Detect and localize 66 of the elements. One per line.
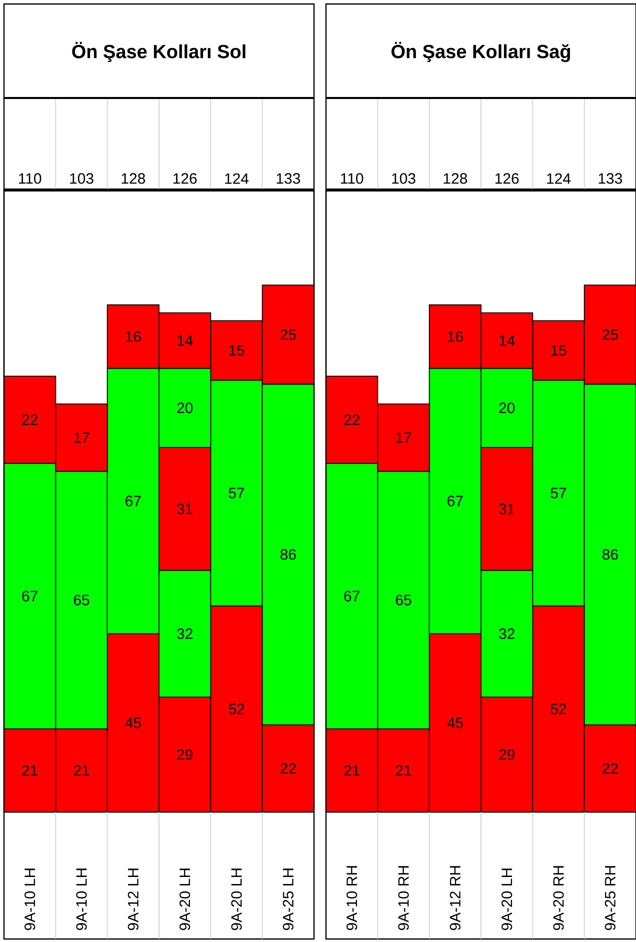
- text: 133: [276, 173, 300, 184]
- x-tick-label: 9A-20 LH: [180, 868, 190, 930]
- data-label: 52: [550, 704, 566, 714]
- data-label: 52: [228, 704, 244, 714]
- chart-title: Ön Şase Kolları Sol: [72, 42, 246, 62]
- text: 126: [173, 173, 197, 184]
- data-label: 65: [74, 594, 90, 606]
- text: 124: [547, 173, 571, 184]
- data-label: 57: [550, 488, 566, 498]
- x-tick-label: 9A-20 LH: [231, 868, 242, 930]
- data-label: 25: [280, 329, 296, 340]
- data-label: 45: [447, 718, 463, 728]
- x-tick-label: 9A-25 RH: [604, 866, 616, 930]
- data-label: 45: [125, 718, 141, 728]
- x-tick-label: 9A-10 LH: [24, 868, 36, 930]
- text: 128: [444, 173, 468, 184]
- data-label: 20: [499, 402, 515, 414]
- x-tick-label: 9A-10 RH: [398, 866, 409, 930]
- x-tick-label: 9A-10 RH: [346, 866, 358, 930]
- data-label: 15: [551, 345, 566, 356]
- data-label: 86: [280, 549, 296, 560]
- data-label: 32: [177, 628, 192, 640]
- data-label: 67: [448, 496, 463, 506]
- data-label: 22: [602, 763, 618, 774]
- data-label: 16: [126, 331, 141, 342]
- text: 110: [19, 173, 42, 184]
- data-label: 21: [22, 765, 38, 776]
- data-label: 15: [229, 345, 244, 356]
- data-label: 14: [178, 335, 193, 346]
- text: 103: [70, 173, 94, 184]
- x-tick-label: 9A-12 RH: [450, 866, 460, 930]
- data-label: 25: [602, 329, 618, 340]
- data-label: 22: [280, 763, 296, 774]
- x-tick-label: 9A-20 LH: [502, 868, 512, 930]
- data-label: 67: [126, 496, 141, 506]
- data-label: 31: [177, 504, 192, 514]
- data-label: 22: [22, 414, 38, 426]
- data-label: 14: [500, 335, 515, 346]
- x-tick-label: 9A-25 LH: [282, 868, 294, 930]
- text: 126: [495, 173, 519, 184]
- text: 124: [225, 173, 249, 184]
- data-label: 67: [344, 590, 360, 602]
- data-label: 21: [344, 765, 360, 776]
- data-label: 65: [396, 594, 412, 606]
- data-label: 16: [448, 331, 463, 342]
- chart-title: Ön Şase Kolları Sağ: [392, 42, 570, 62]
- data-label: 31: [499, 504, 514, 514]
- data-label: 32: [499, 628, 514, 640]
- text: 128: [122, 173, 146, 184]
- data-label: 67: [22, 590, 38, 602]
- data-label: 86: [602, 549, 618, 560]
- data-label: 21: [74, 765, 90, 776]
- data-label: 57: [228, 488, 244, 498]
- data-label: 17: [396, 432, 412, 443]
- data-label: 17: [74, 432, 90, 443]
- data-label: 21: [396, 765, 412, 776]
- x-tick-label: 9A-12 LH: [128, 868, 138, 930]
- data-label: 20: [177, 402, 193, 414]
- text: 110: [341, 173, 364, 184]
- data-label: 29: [499, 749, 514, 760]
- data-label: 22: [344, 414, 360, 426]
- x-tick-label: 9A-10 LH: [76, 868, 87, 930]
- x-tick-label: 9A-20 RH: [553, 866, 564, 930]
- data-label: 29: [177, 749, 192, 760]
- text: 133: [598, 173, 622, 184]
- text: 103: [392, 173, 416, 184]
